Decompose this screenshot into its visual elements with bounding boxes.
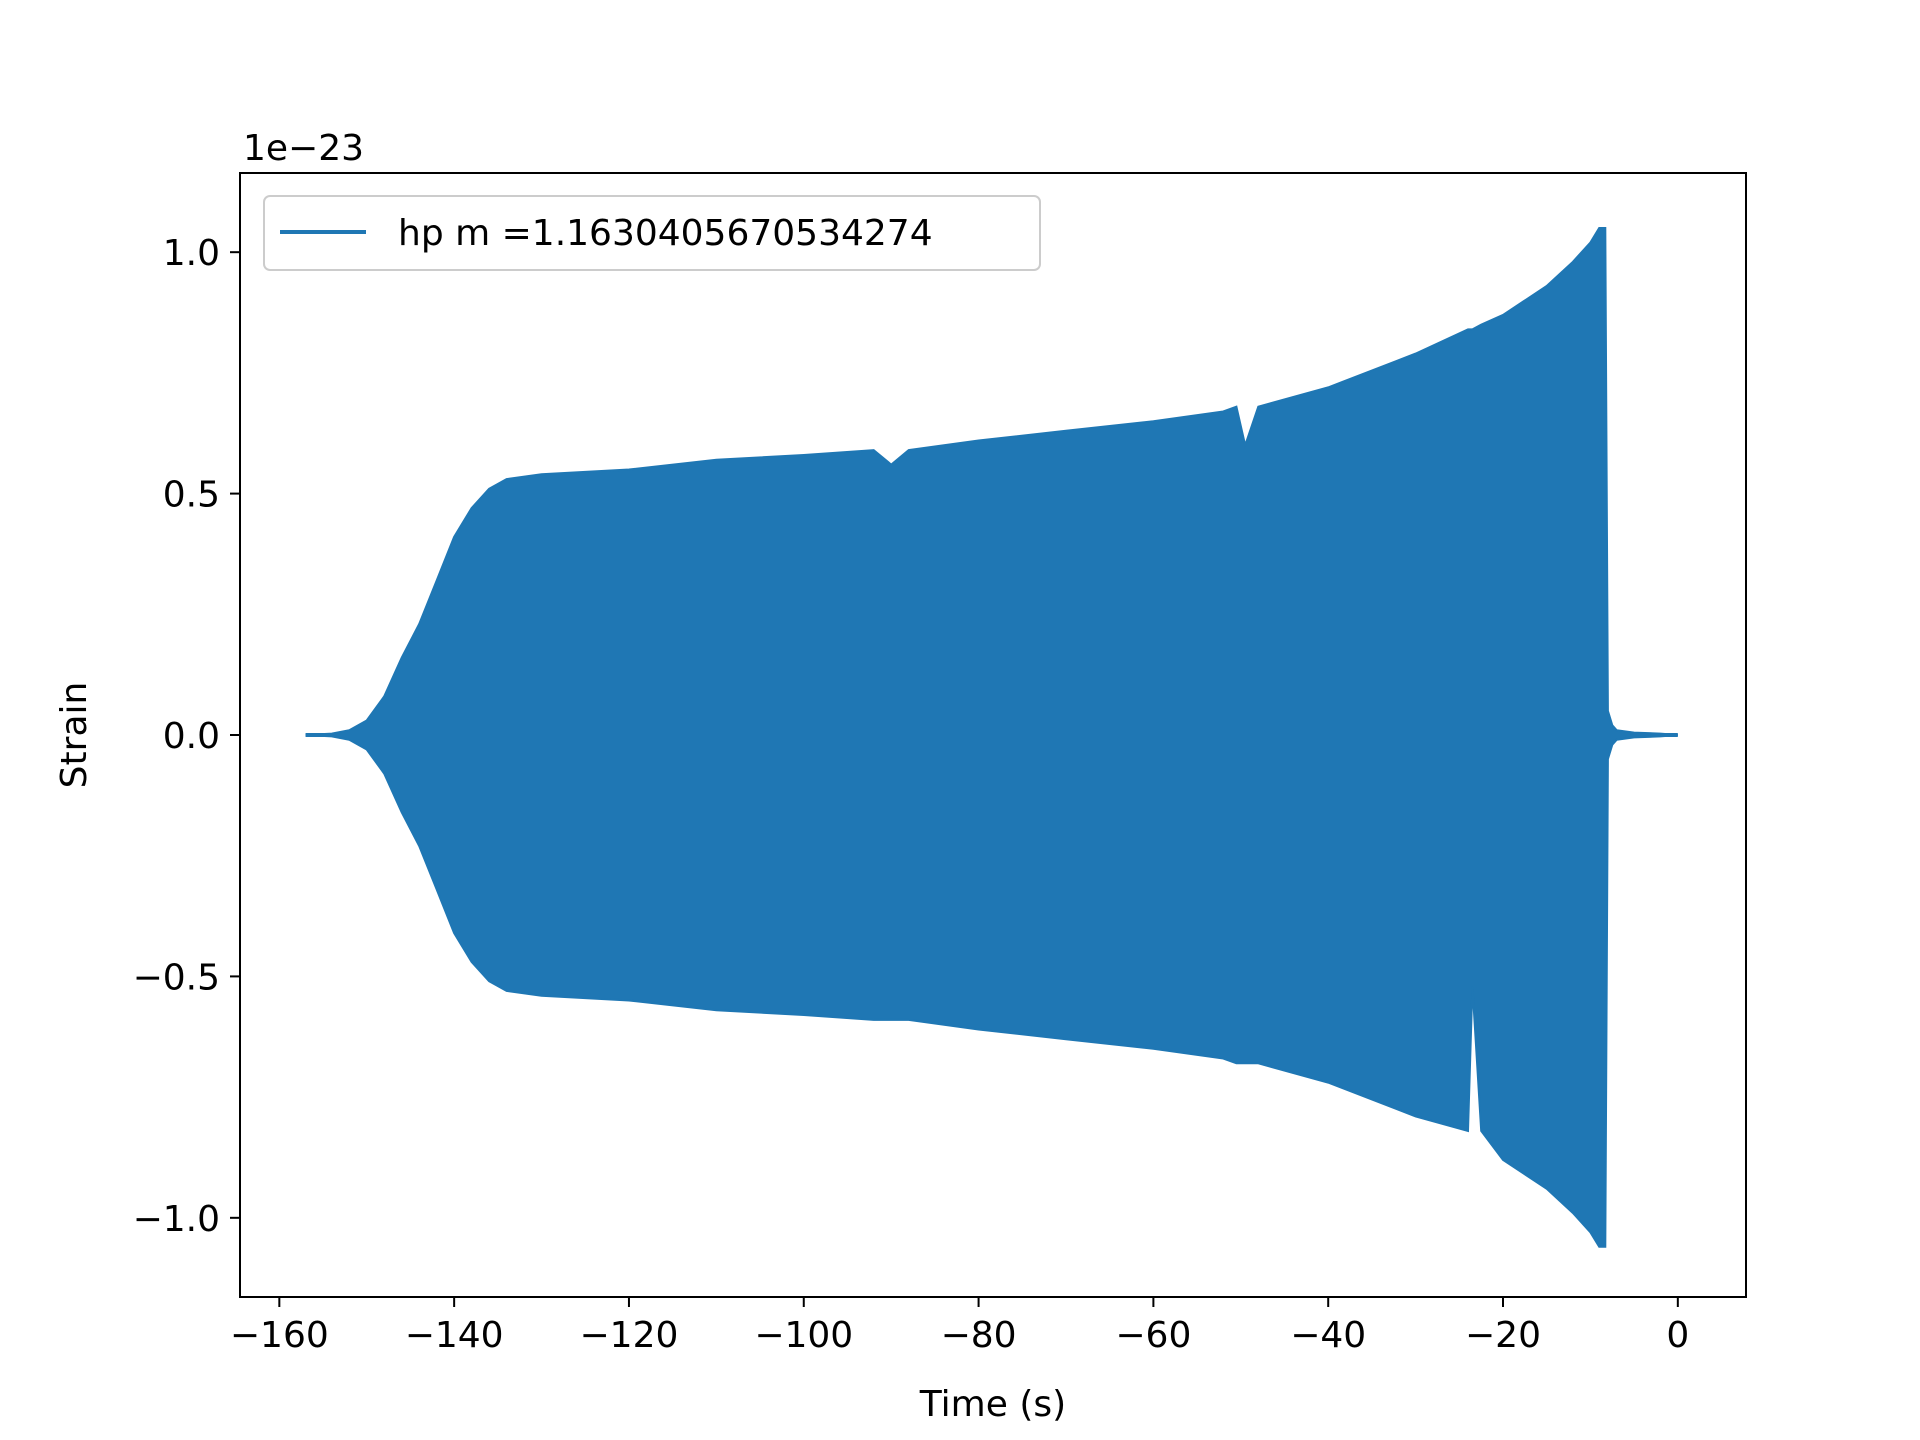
x-axis: −160 −140 −120 −100 −80 −60 −40 −20 0	[230, 1297, 1689, 1356]
y-tick-label: 0.0	[163, 716, 220, 757]
x-tick-label: −80	[941, 1315, 1017, 1356]
y-offset-label: 1e−23	[243, 128, 364, 169]
x-tick-label: −20	[1465, 1315, 1541, 1356]
y-axis-label: Strain	[54, 682, 95, 789]
y-tick-label: −0.5	[133, 957, 220, 998]
x-tick-label: −160	[230, 1315, 329, 1356]
x-tick-label: −60	[1115, 1315, 1191, 1356]
y-tick-label: 1.0	[163, 233, 220, 274]
x-tick-label: −140	[405, 1315, 504, 1356]
x-tick-label: −100	[754, 1315, 853, 1356]
plot-area	[305, 227, 1678, 1248]
y-tick-label: 0.5	[163, 475, 220, 516]
legend-label: hp m =1.1630405670534274	[398, 213, 933, 254]
y-tick-label: −1.0	[133, 1199, 220, 1240]
legend-box	[263, 195, 1041, 271]
legend: hp m =1.1630405670534274	[263, 195, 1041, 271]
x-tick-label: 0	[1666, 1315, 1689, 1356]
x-tick-label: −120	[580, 1315, 679, 1356]
x-axis-label: Time (s)	[919, 1384, 1066, 1425]
x-tick-label: −40	[1290, 1315, 1366, 1356]
y-axis: −1.0 −0.5 0.0 0.5 1.0	[133, 233, 240, 1240]
